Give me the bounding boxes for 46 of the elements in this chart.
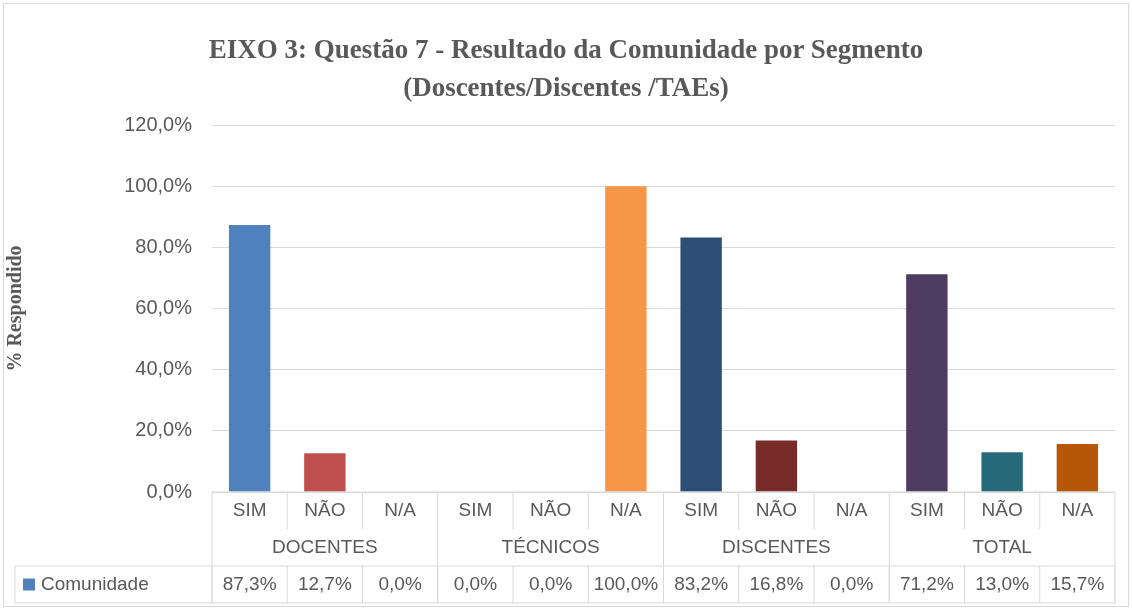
x-tick-label: N/A	[835, 498, 868, 520]
data-label: 100,0%	[593, 572, 659, 594]
data-label: 16,8%	[749, 572, 804, 594]
data-label: 12,7%	[297, 572, 352, 594]
chart-title: EIXO 3: Questão 7 - Resultado da Comunidade por Segmento (Doscentes/Discentes /TAEs)	[207, 33, 925, 104]
bar	[755, 440, 798, 492]
x-tick-label: N/A	[384, 498, 417, 520]
y-tick-label: 60,0%	[135, 296, 193, 319]
text: DISCENTES	[722, 535, 831, 557]
data-label: 0,0%	[528, 572, 573, 594]
data-label: 0,0%	[378, 572, 422, 594]
y-axis-title: % Respondido	[3, 245, 27, 372]
y-tick-label: 40,0%	[135, 357, 193, 380]
x-tick-label: N/A	[610, 498, 643, 520]
x-tick-label: NÃO	[530, 498, 572, 520]
y-tick-label: 120,0%	[124, 112, 193, 135]
text: TOTAL	[972, 535, 1032, 557]
x-tick-label: SIM	[684, 498, 719, 520]
legend-label: Comunidade	[41, 572, 149, 594]
bar	[304, 453, 346, 492]
text: TÉCNICOS	[501, 535, 600, 557]
y-tick-label: 20,0%	[135, 418, 193, 441]
x-tick-label: SIM	[232, 498, 267, 520]
y-tick-label: 80,0%	[135, 234, 193, 257]
y-tick-label: 0,0%	[146, 479, 193, 502]
x-tick-label: N/A	[1061, 498, 1094, 520]
x-tick-label: NÃO	[755, 498, 797, 520]
x-tick-label: NÃO	[304, 498, 346, 520]
bar	[605, 186, 647, 492]
bar	[680, 237, 722, 492]
x-tick-label: SIM	[909, 498, 944, 520]
bar	[228, 225, 271, 492]
data-label: 15,7%	[1050, 572, 1105, 594]
data-label: 71,2%	[899, 572, 954, 594]
x-tick-label: SIM	[458, 498, 493, 520]
data-label: 0,0%	[453, 572, 498, 594]
data-label: 0,0%	[829, 572, 874, 594]
bar	[981, 452, 1023, 492]
bar	[1056, 443, 1099, 492]
data-label: 13,0%	[975, 572, 1030, 594]
data-label: 83,2%	[674, 572, 729, 594]
data-label: 87,3%	[222, 572, 277, 594]
text: DOCENTES	[272, 535, 378, 557]
x-tick-label: NÃO	[981, 498, 1023, 520]
bar	[906, 274, 948, 492]
y-tick-label: 100,0%	[124, 173, 193, 196]
